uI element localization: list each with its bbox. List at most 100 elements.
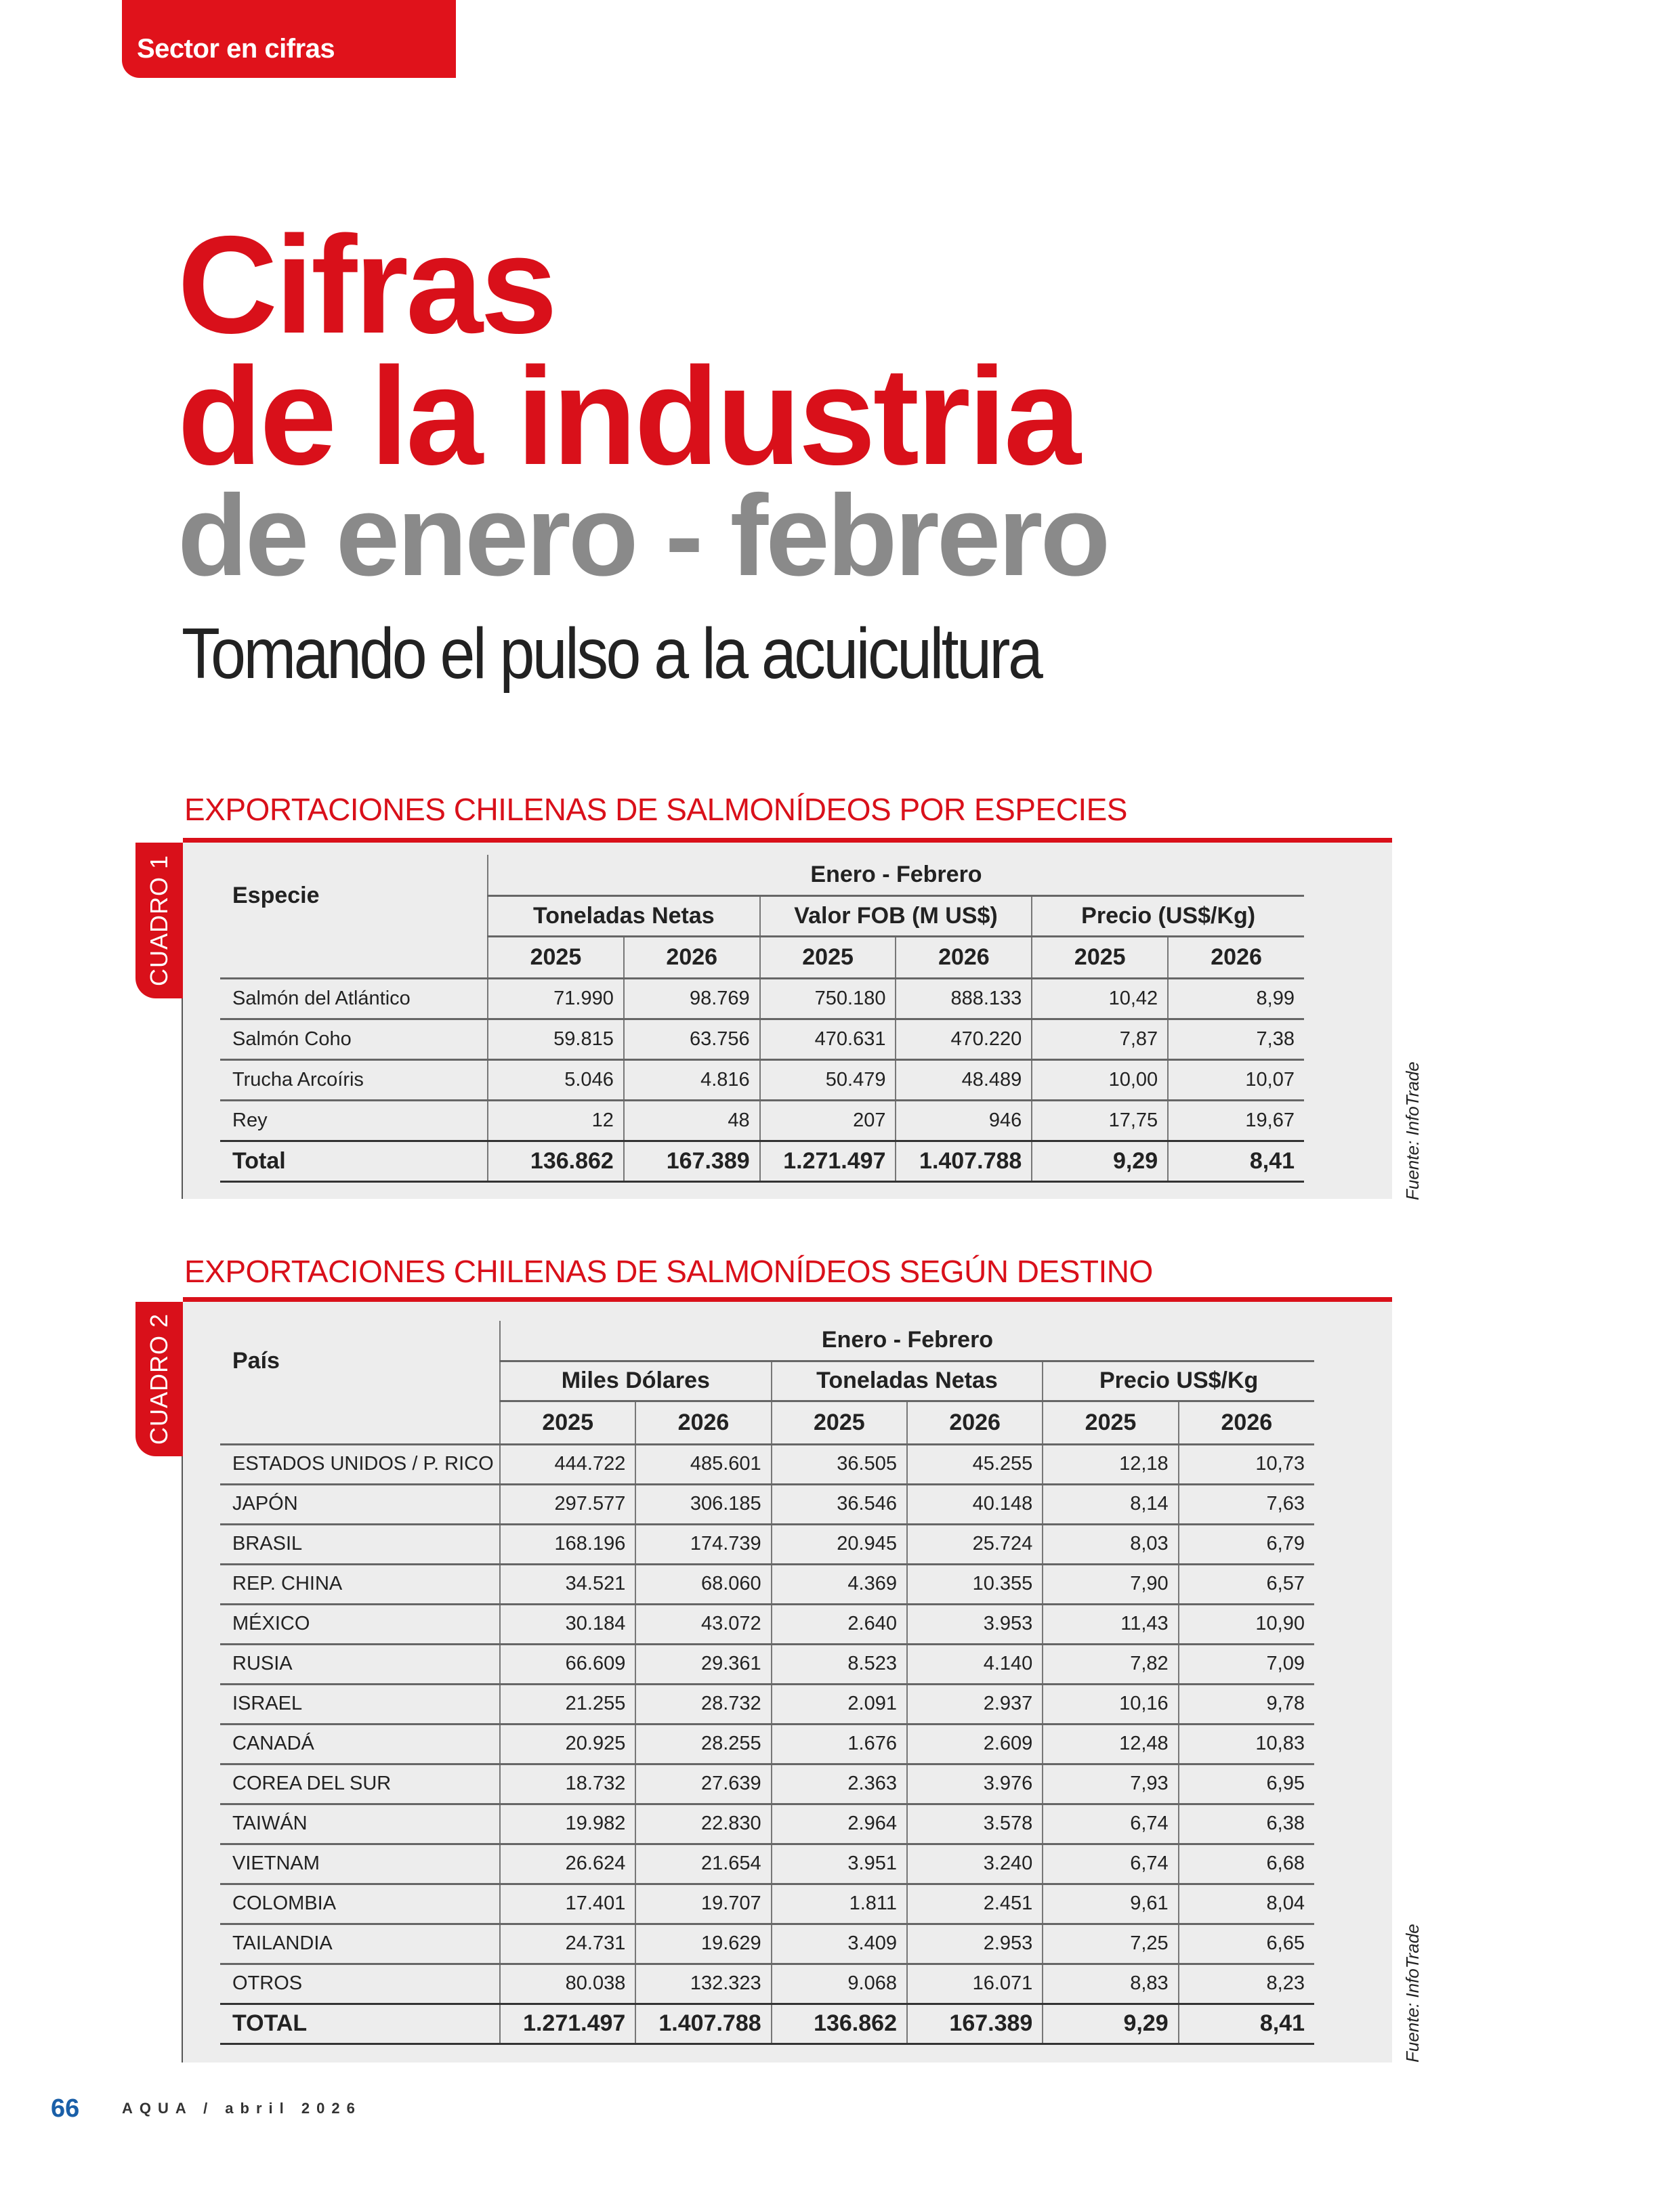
cell-value: 10,00 [1031, 1058, 1169, 1100]
cell-value: 1.676 [770, 1722, 907, 1764]
cell-value: 6,65 [1177, 1922, 1314, 1964]
table-row: Rey 12 48 207 946 17,75 19,67 [220, 1099, 1304, 1141]
total-value: 1.271.497 [499, 2002, 636, 2045]
year-header: 2025 [487, 935, 624, 978]
year-header: 2025 [499, 1399, 636, 1444]
cell-value: 27.639 [635, 1762, 772, 1804]
cell-value: 7,09 [1177, 1643, 1314, 1684]
group-header: Toneladas Netas [487, 894, 760, 936]
cell-value: 6,74 [1042, 1802, 1179, 1844]
cell-value: 19.707 [635, 1882, 772, 1924]
year-header: 2026 [1177, 1399, 1314, 1444]
cell-value: 9,78 [1177, 1683, 1314, 1724]
cell-value: 485.601 [635, 1443, 772, 1484]
cell-value: 63.756 [623, 1017, 760, 1059]
total-value: 9,29 [1031, 1139, 1169, 1183]
row-label: CANADÁ [220, 1722, 500, 1764]
cuadro1-tab: CUADRO 1 [135, 843, 183, 998]
cell-value: 48 [623, 1099, 760, 1141]
cell-value: 6,57 [1177, 1563, 1314, 1604]
magazine-issue: AQUA / abril 2026 [122, 2100, 362, 2117]
table-row: OTROS 80.038 132.323 9.068 16.071 8,83 8,23 [220, 1962, 1314, 2004]
species-table: Especie Enero - Febrero Toneladas Netas Val… [220, 855, 1304, 1183]
year-header: 2025 [759, 935, 896, 978]
cell-value: 3.409 [770, 1922, 907, 1964]
cell-value: 26.624 [499, 1842, 636, 1884]
cell-value: 3.240 [906, 1842, 1043, 1884]
row-label: COREA DEL SUR [220, 1762, 500, 1804]
cell-value: 174.739 [635, 1523, 772, 1564]
cell-value: 444.722 [499, 1443, 636, 1484]
total-label: TOTAL [220, 2002, 500, 2045]
total-label: Total [220, 1139, 488, 1183]
cell-value: 28.255 [635, 1722, 772, 1764]
cell-value: 36.546 [770, 1483, 907, 1524]
cell-value: 8.523 [770, 1643, 907, 1684]
cell-value: 19.629 [635, 1922, 772, 1964]
table2-source: Fuente: InfoTrade [1402, 1924, 1423, 2062]
cell-value: 3.578 [906, 1802, 1043, 1844]
total-value: 1.407.788 [895, 1139, 1032, 1183]
cell-value: 71.990 [487, 977, 624, 1019]
page-number: 66 [51, 2094, 80, 2123]
cuadro1-label: CUADRO 1 [145, 854, 173, 987]
cell-value: 10,16 [1042, 1683, 1179, 1724]
total-value: 136.862 [770, 2002, 907, 2045]
cell-value: 43.072 [635, 1603, 772, 1644]
row-header: Especie [232, 882, 320, 908]
cell-value: 2.091 [770, 1683, 907, 1724]
cell-value: 2.363 [770, 1762, 907, 1804]
cell-value: 10.355 [906, 1563, 1043, 1604]
title-line-2: de la industria [177, 339, 1081, 494]
cell-value: 12,18 [1042, 1443, 1179, 1484]
cell-value: 470.631 [759, 1017, 896, 1059]
cell-value: 6,79 [1177, 1523, 1314, 1564]
group-header: Toneladas Netas [770, 1359, 1043, 1401]
row-label: COLOMBIA [220, 1882, 500, 1924]
cell-value: 30.184 [499, 1603, 636, 1644]
year-header: 2026 [906, 1399, 1043, 1444]
cell-value: 168.196 [499, 1523, 636, 1564]
cell-value: 5.046 [487, 1058, 624, 1100]
cell-value: 10,07 [1167, 1058, 1304, 1100]
cell-value: 22.830 [635, 1802, 772, 1844]
row-label: Trucha Arcoíris [220, 1058, 488, 1100]
row-label: JAPÓN [220, 1483, 500, 1524]
cell-value: 7,87 [1031, 1017, 1169, 1059]
cell-value: 10,90 [1177, 1603, 1314, 1644]
cell-value: 2.937 [906, 1683, 1043, 1724]
row-label: VIETNAM [220, 1842, 500, 1884]
destination-table: País Enero - Febrero Miles Dólares Tonelada… [220, 1321, 1314, 2045]
cell-value: 7,38 [1167, 1017, 1304, 1059]
cell-value: 66.609 [499, 1643, 636, 1684]
cell-value: 9,61 [1042, 1882, 1179, 1924]
total-value: 1.271.497 [759, 1139, 896, 1183]
table-row: COREA DEL SUR 18.732 27.639 2.363 3.976 7,93 6… [220, 1762, 1314, 1804]
year-header: 2026 [1167, 935, 1304, 978]
year-header: 2025 [1042, 1399, 1179, 1444]
cell-value: 36.505 [770, 1443, 907, 1484]
table-row: Salmón Coho 59.815 63.756 470.631 470.220 7,8… [220, 1017, 1304, 1059]
year-header: 2025 [1031, 935, 1169, 978]
row-label: Rey [220, 1099, 488, 1141]
cell-value: 3.951 [770, 1842, 907, 1884]
section-tab: Sector en cifras [122, 0, 456, 78]
table-row: ISRAEL 21.255 28.732 2.091 2.937 10,16 9,78 [220, 1683, 1314, 1724]
cell-value: 25.724 [906, 1523, 1043, 1564]
cell-value: 11,43 [1042, 1603, 1179, 1644]
total-value: 9,29 [1042, 2002, 1179, 2045]
cell-value: 21.255 [499, 1683, 636, 1724]
total-value: 167.389 [906, 2002, 1043, 2045]
cell-value: 1.811 [770, 1882, 907, 1924]
cell-value: 34.521 [499, 1563, 636, 1604]
cell-value: 2.451 [906, 1882, 1043, 1924]
period-header: Enero - Febrero [487, 855, 1304, 895]
divider [183, 838, 1392, 843]
divider [182, 843, 183, 1199]
row-label: OTROS [220, 1962, 500, 2004]
total-value: 136.862 [487, 1139, 624, 1183]
year-header: 2026 [895, 935, 1032, 978]
cell-value: 8,04 [1177, 1882, 1314, 1924]
cell-value: 48.489 [895, 1058, 1032, 1100]
total-row: Total 136.862 167.389 1.271.497 1.407.788 9,2… [220, 1139, 1304, 1183]
